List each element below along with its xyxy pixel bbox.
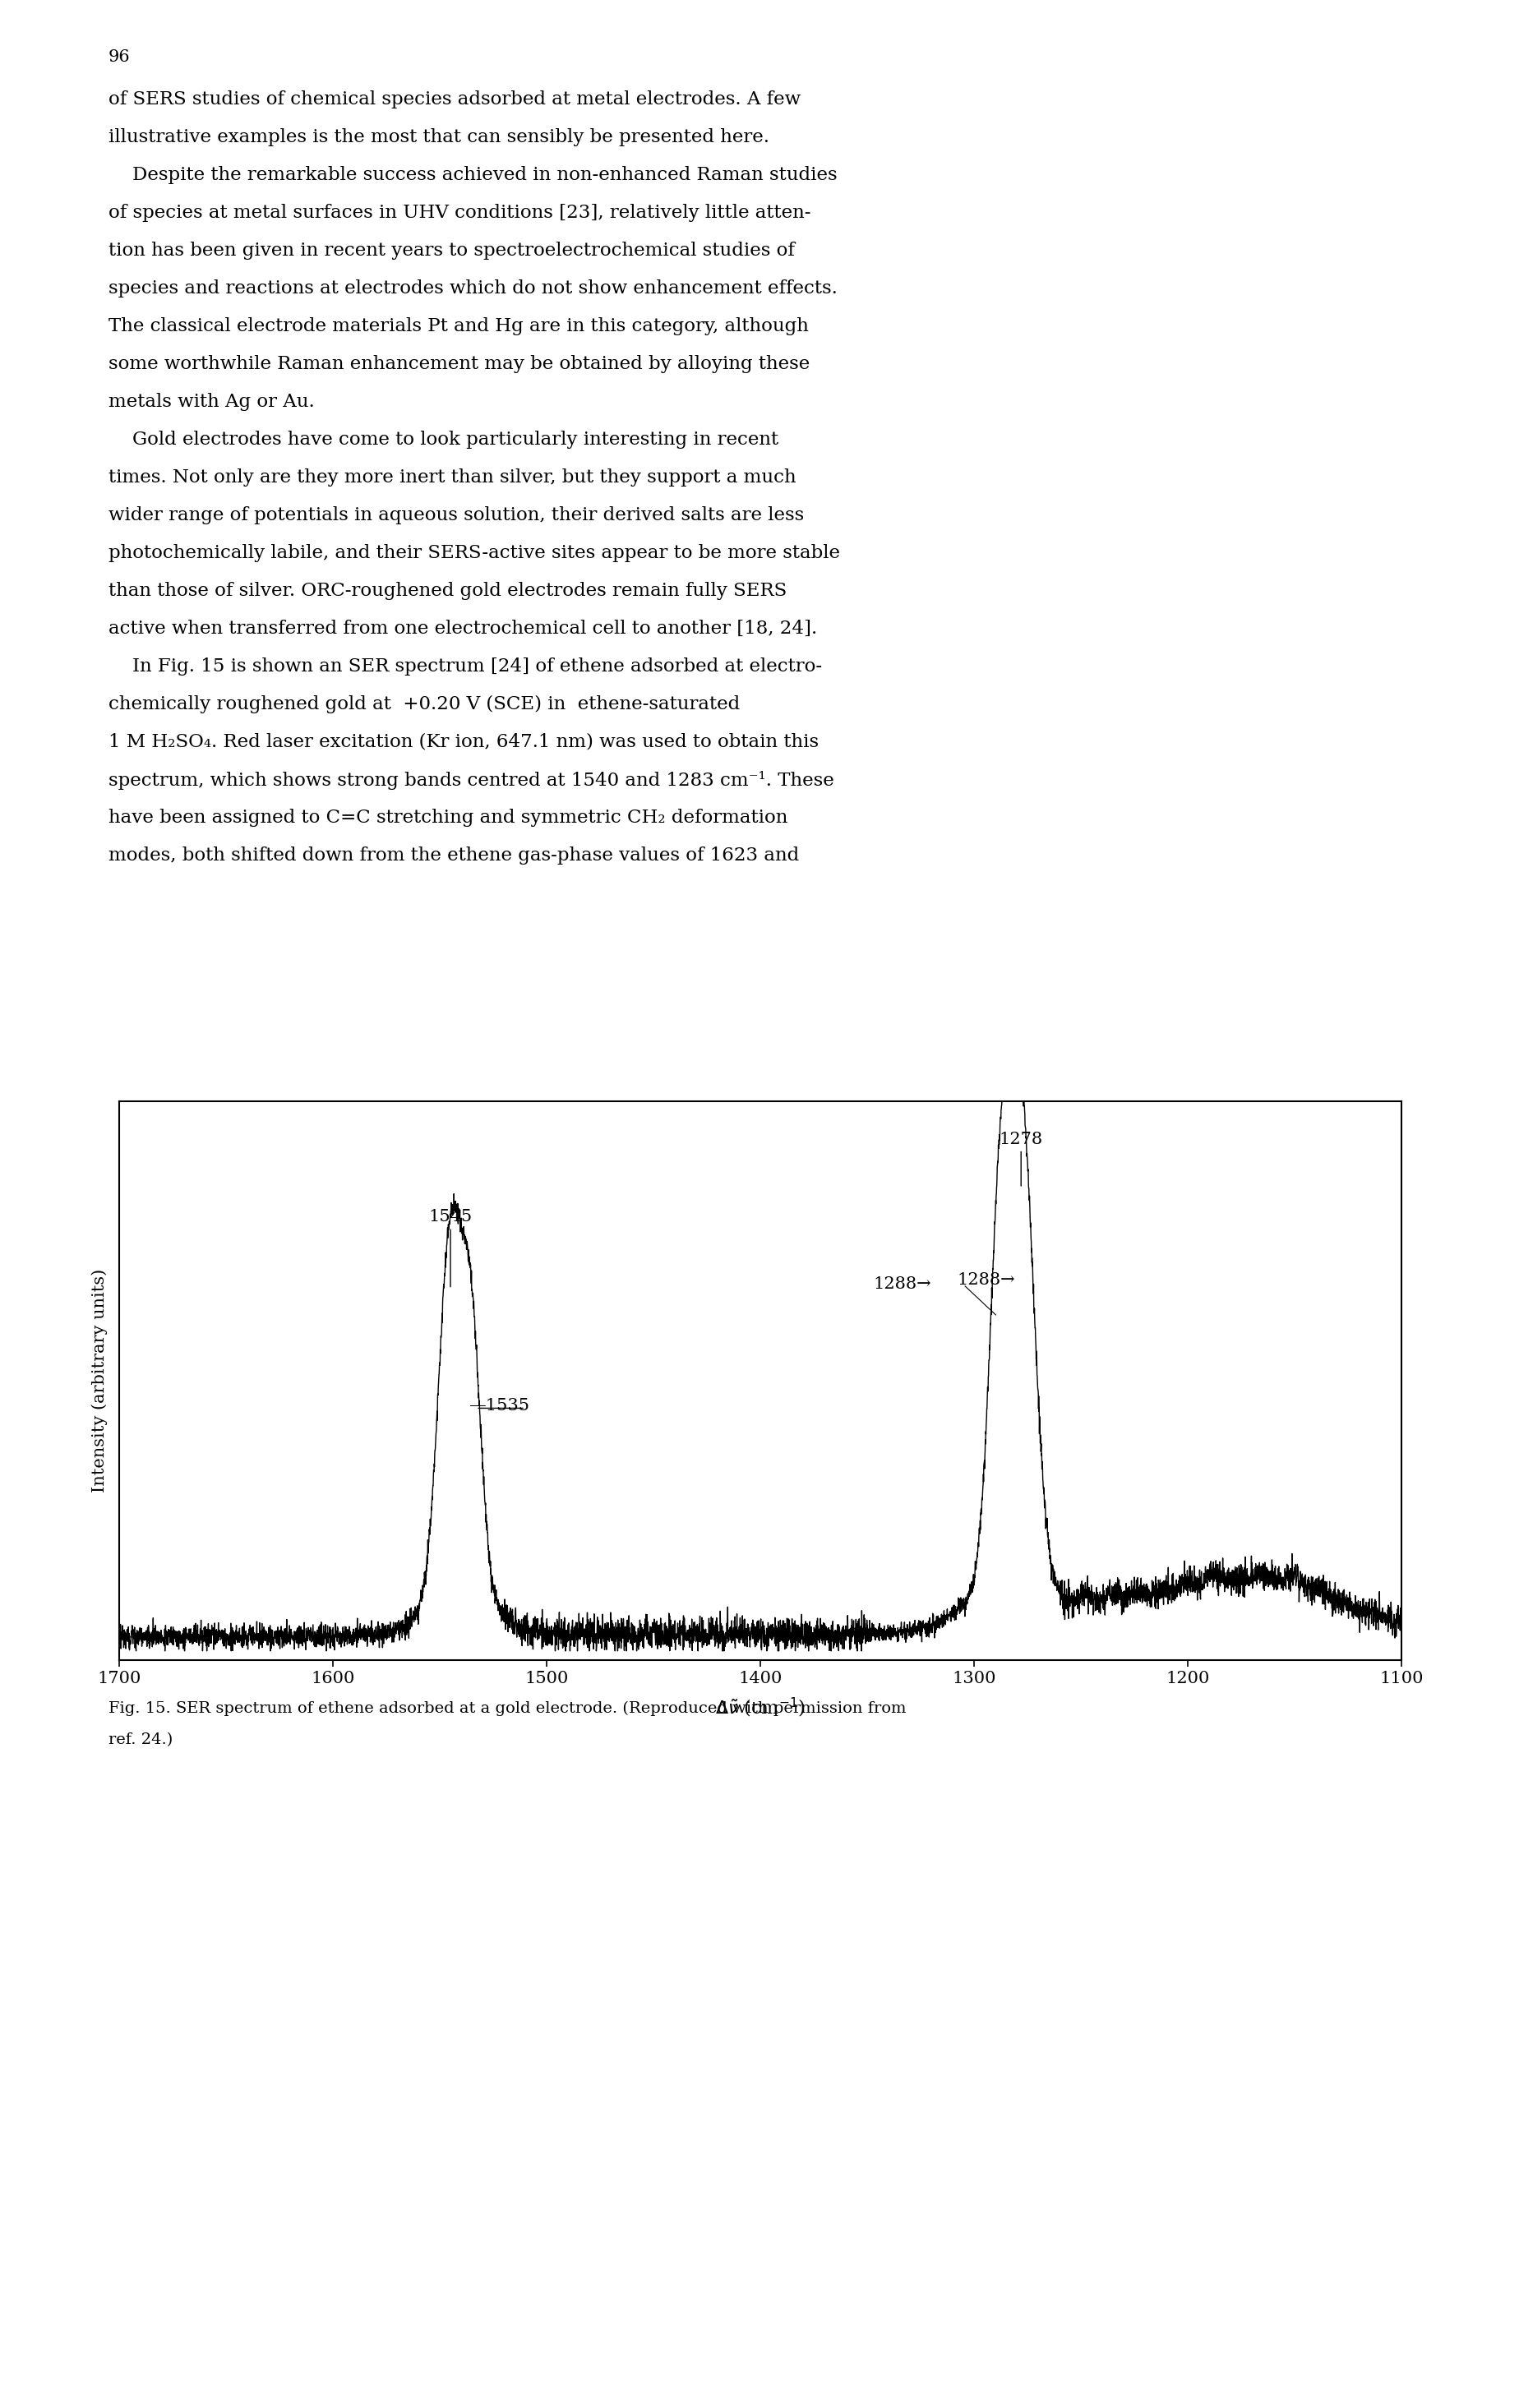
Text: of species at metal surfaces in UHV conditions [23], relatively little atten-: of species at metal surfaces in UHV cond… bbox=[108, 205, 811, 222]
Text: have been assigned to C=C stretching and symmetric CH₂ deformation: have been assigned to C=C stretching and… bbox=[108, 809, 788, 826]
Text: illustrative examples is the most that can sensibly be presented here.: illustrative examples is the most that c… bbox=[108, 128, 769, 147]
Text: —1535: —1535 bbox=[469, 1399, 530, 1413]
Text: 1 M H₂SO₄. Red laser excitation (Kr ion, 647.1 nm) was used to obtain this: 1 M H₂SO₄. Red laser excitation (Kr ion,… bbox=[108, 732, 819, 751]
Text: times. Not only are they more inert than silver, but they support a much: times. Not only are they more inert than… bbox=[108, 470, 796, 486]
Text: active when transferred from one electrochemical cell to another [18, 24].: active when transferred from one electro… bbox=[108, 619, 817, 638]
Y-axis label: Intensity (arbitrary units): Intensity (arbitrary units) bbox=[91, 1269, 108, 1493]
Text: 96: 96 bbox=[108, 48, 131, 65]
Text: 1288→: 1288→ bbox=[957, 1271, 1015, 1288]
Text: chemically roughened gold at  +0.20 V (SCE) in  ethene-saturated: chemically roughened gold at +0.20 V (SC… bbox=[108, 696, 740, 713]
Text: Despite the remarkable success achieved in non-enhanced Raman studies: Despite the remarkable success achieved … bbox=[108, 166, 837, 183]
Text: In Fig. 15 is shown an SER spectrum [24] of ethene adsorbed at electro-: In Fig. 15 is shown an SER spectrum [24]… bbox=[108, 657, 822, 677]
Text: wider range of potentials in aqueous solution, their derived salts are less: wider range of potentials in aqueous sol… bbox=[108, 506, 804, 525]
Text: modes, both shifted down from the ethene gas-phase values of 1623 and: modes, both shifted down from the ethene… bbox=[108, 848, 799, 864]
Text: tion has been given in recent years to spectroelectrochemical studies of: tion has been given in recent years to s… bbox=[108, 241, 794, 260]
Text: 1545: 1545 bbox=[428, 1209, 472, 1286]
Text: 1278: 1278 bbox=[1000, 1132, 1044, 1187]
Text: than those of silver. ORC-roughened gold electrodes remain fully SERS: than those of silver. ORC-roughened gold… bbox=[108, 583, 787, 600]
Text: spectrum, which shows strong bands centred at 1540 and 1283 cm⁻¹. These: spectrum, which shows strong bands centr… bbox=[108, 771, 834, 790]
Text: Fig. 15. SER spectrum of ethene adsorbed at a gold electrode. (Reproduced with p: Fig. 15. SER spectrum of ethene adsorbed… bbox=[108, 1700, 907, 1717]
Text: photochemically labile, and their SERS-active sites appear to be more stable: photochemically labile, and their SERS-a… bbox=[108, 544, 840, 561]
Text: species and reactions at electrodes which do not show enhancement effects.: species and reactions at electrodes whic… bbox=[108, 279, 837, 299]
Text: some worthwhile Raman enhancement may be obtained by alloying these: some worthwhile Raman enhancement may be… bbox=[108, 354, 810, 373]
Text: metals with Ag or Au.: metals with Ag or Au. bbox=[108, 393, 314, 412]
X-axis label: $\Delta\tilde{\nu}$ (cm$^{-1}$): $\Delta\tilde{\nu}$ (cm$^{-1}$) bbox=[715, 1695, 805, 1719]
Text: of SERS studies of chemical species adsorbed at metal electrodes. A few: of SERS studies of chemical species adso… bbox=[108, 92, 801, 108]
Text: 1288→: 1288→ bbox=[873, 1276, 931, 1293]
Text: Gold electrodes have come to look particularly interesting in recent: Gold electrodes have come to look partic… bbox=[108, 431, 779, 448]
Text: ref. 24.): ref. 24.) bbox=[108, 1731, 173, 1748]
Text: The classical electrode materials Pt and Hg are in this category, although: The classical electrode materials Pt and… bbox=[108, 318, 808, 335]
